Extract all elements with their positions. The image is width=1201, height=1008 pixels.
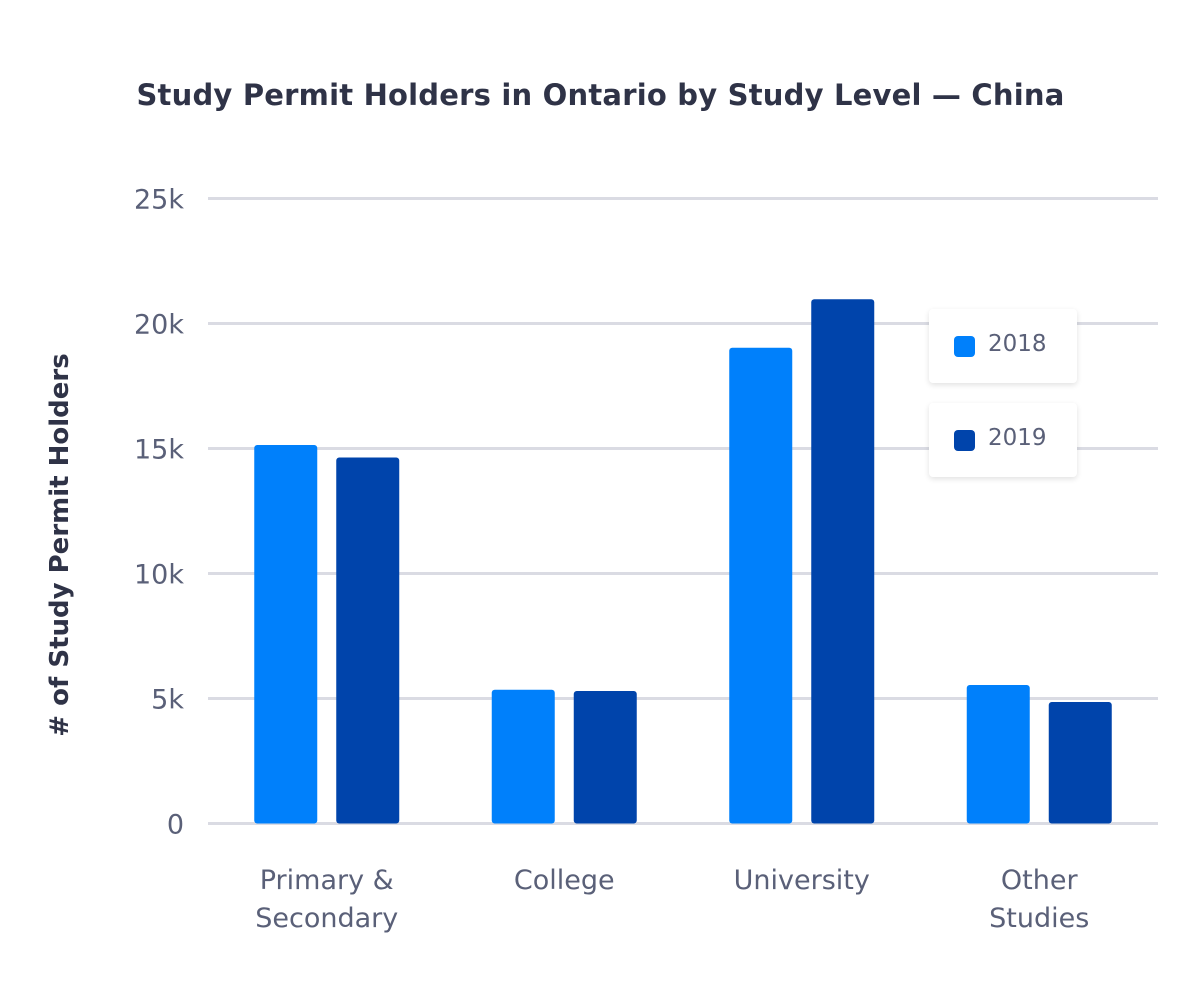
bar-2019 [336, 457, 400, 824]
y-tick-label: 0 [167, 810, 184, 841]
y-tick-label: 20k [134, 310, 184, 341]
bar-2018 [254, 445, 318, 824]
x-tick-label: Primary & [260, 865, 394, 896]
legend-label: 2018 [988, 331, 1047, 357]
legend-item-2019[interactable]: 2019 [929, 403, 1077, 477]
y-tick-label: 10k [134, 560, 184, 591]
bar-2019 [1048, 702, 1112, 824]
legend-swatch [954, 430, 975, 451]
bar-2019 [811, 299, 875, 824]
x-tick-label: University [734, 865, 870, 896]
y-tick-label: 5k [151, 685, 184, 716]
x-tick-label: College [514, 865, 615, 896]
y-tick-label: 15k [134, 435, 184, 466]
bar-2018 [491, 689, 555, 824]
x-tick-label: Secondary [255, 903, 398, 934]
bar-2018 [966, 685, 1030, 824]
bar-2019 [573, 691, 637, 824]
legend-item-2018[interactable]: 2018 [929, 309, 1077, 383]
legend-label: 2019 [988, 425, 1047, 451]
legend-swatch [954, 336, 975, 357]
bar-2018 [729, 347, 793, 824]
y-tick-label: 25k [134, 185, 184, 216]
chart-title: Study Permit Holders in Ontario by Study… [136, 78, 1065, 112]
x-tick-label: Other [1001, 865, 1079, 896]
x-tick-label: Studies [989, 903, 1089, 934]
